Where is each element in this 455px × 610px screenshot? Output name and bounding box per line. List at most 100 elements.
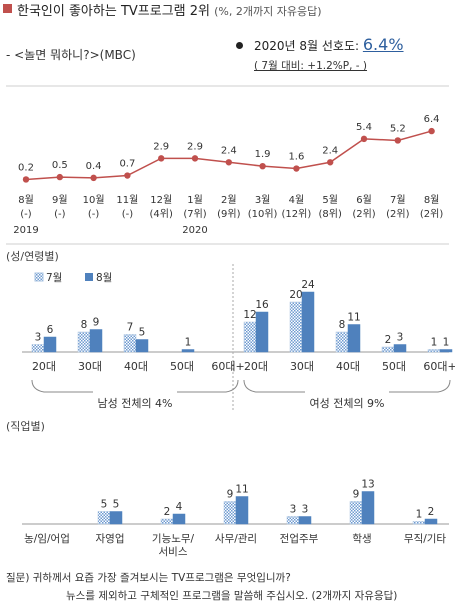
x-tick-label: 8월 xyxy=(424,194,440,206)
data-point xyxy=(124,172,131,179)
bar xyxy=(109,511,123,525)
bar xyxy=(223,501,237,525)
x-tick-sublabel: (7위) xyxy=(183,207,206,220)
bar xyxy=(286,516,300,525)
group-bracket xyxy=(243,379,451,393)
x-tick-sublabel: (-) xyxy=(122,209,134,220)
bar xyxy=(381,346,395,353)
bar-value-label: 11 xyxy=(235,484,248,496)
data-label: 0.5 xyxy=(52,160,68,171)
data-point xyxy=(90,174,97,182)
bar xyxy=(235,496,249,525)
bar xyxy=(289,301,303,353)
bar xyxy=(427,349,441,353)
bar xyxy=(347,324,361,353)
year-label: 2019 xyxy=(13,225,38,236)
data-point xyxy=(191,155,199,162)
x-tick-label: 11월 xyxy=(116,194,138,206)
bar-value-label: 20 xyxy=(289,289,302,301)
bar-value-label: 3 xyxy=(397,332,404,344)
bar xyxy=(243,321,257,353)
bar-value-label: 11 xyxy=(347,312,360,324)
data-point xyxy=(327,159,334,166)
category-label: 사무/관리 xyxy=(215,533,257,545)
bar-value-label: 3 xyxy=(302,504,309,516)
data-point xyxy=(394,137,401,144)
legend-swatch-aug xyxy=(85,273,93,281)
category-label: 60대+ xyxy=(211,360,244,373)
question-line-2: 뉴스를 제외하고 구체적인 프로그램을 말씀해 주십시오. (2개까지 자유응답… xyxy=(66,590,398,602)
pref-change: ( 7월 대비: +1.2%P, - ) xyxy=(254,60,368,72)
x-tick-sublabel: (2위) xyxy=(352,207,375,220)
bar xyxy=(172,513,186,525)
category-label: 50대 xyxy=(382,360,406,373)
question-line-1: 질문) 귀하께서 요즘 가장 즐겨보시는 TV프로그램은 무엇입니까? xyxy=(6,572,291,584)
x-tick-label: 7월 xyxy=(390,194,406,206)
data-label: 0.4 xyxy=(86,161,102,172)
category-label: 40대 xyxy=(336,360,360,373)
data-label: 2.9 xyxy=(153,141,169,152)
bar xyxy=(301,291,315,353)
bar-value-label: 3 xyxy=(35,332,42,344)
bar-value-label: 1 xyxy=(431,337,438,349)
category-label: 서비스 xyxy=(159,546,188,558)
data-label: 6.4 xyxy=(424,114,440,125)
category-label: 30대 xyxy=(78,360,102,373)
bar-value-label: 16 xyxy=(255,299,269,311)
category-label: 무직/기타 xyxy=(404,533,447,545)
bar xyxy=(43,336,57,353)
bar-value-label: 8 xyxy=(339,319,346,331)
chart-title: 한국인이 좋아하는 TV프로그램 2위 (%, 2개까지 자유응답) xyxy=(17,0,322,19)
bar xyxy=(335,331,349,353)
x-tick-sublabel: (2위) xyxy=(386,207,409,220)
data-label: 5.2 xyxy=(390,123,406,134)
bar xyxy=(393,344,407,353)
category-label: 60대+ xyxy=(423,360,455,373)
x-tick-sublabel: (-) xyxy=(54,209,66,220)
bar-value-label: 2 xyxy=(428,506,435,518)
bar xyxy=(424,518,438,525)
data-label: 0.7 xyxy=(119,159,135,170)
group-bracket xyxy=(31,379,239,393)
category-label: 기능노무/ xyxy=(152,533,195,545)
bar-value-label: 6 xyxy=(47,324,54,336)
category-label: 20대 xyxy=(244,360,268,373)
category-label: 학생 xyxy=(352,533,371,545)
legend-label: 8월 xyxy=(96,272,112,284)
data-point xyxy=(158,155,165,162)
bar xyxy=(412,521,426,525)
legend-label: 7월 xyxy=(46,272,62,284)
bar-value-label: 9 xyxy=(353,489,360,501)
category-label: 30대 xyxy=(290,360,314,373)
bar-value-label: 1 xyxy=(443,337,450,349)
category-label: 40대 xyxy=(124,360,148,373)
bar xyxy=(31,344,45,353)
group-label: 남성 전체의 4% xyxy=(97,397,172,410)
category-label: 전업주부 xyxy=(280,532,319,545)
data-point xyxy=(259,162,266,170)
bar-value-label: 5 xyxy=(101,499,108,511)
data-point xyxy=(428,127,435,135)
data-point xyxy=(22,176,30,183)
pref-label: 2020년 8월 선호도: xyxy=(254,39,360,53)
x-tick-label: 9월 xyxy=(52,194,68,206)
bar xyxy=(123,334,137,353)
title-marker xyxy=(3,4,12,13)
x-tick-label: 8월 xyxy=(18,194,34,206)
bar xyxy=(97,511,111,525)
pref-value: 6.4% xyxy=(362,35,404,54)
data-label: 1.6 xyxy=(288,152,304,163)
x-tick-sublabel: (12위) xyxy=(282,207,312,220)
title-note: (%, 2개까지 자유응답) xyxy=(214,5,322,18)
x-tick-label: 2월 xyxy=(221,194,237,206)
bar xyxy=(439,349,453,353)
program-name: - <놀면 뭐하니?>(MBC) xyxy=(6,48,136,62)
x-tick-sublabel: (-) xyxy=(88,209,100,220)
data-point xyxy=(360,135,368,143)
x-tick-label: 6월 xyxy=(356,194,372,206)
bar xyxy=(77,331,91,353)
category-label: 20대 xyxy=(32,360,56,373)
bar-value-label: 12 xyxy=(243,309,256,321)
